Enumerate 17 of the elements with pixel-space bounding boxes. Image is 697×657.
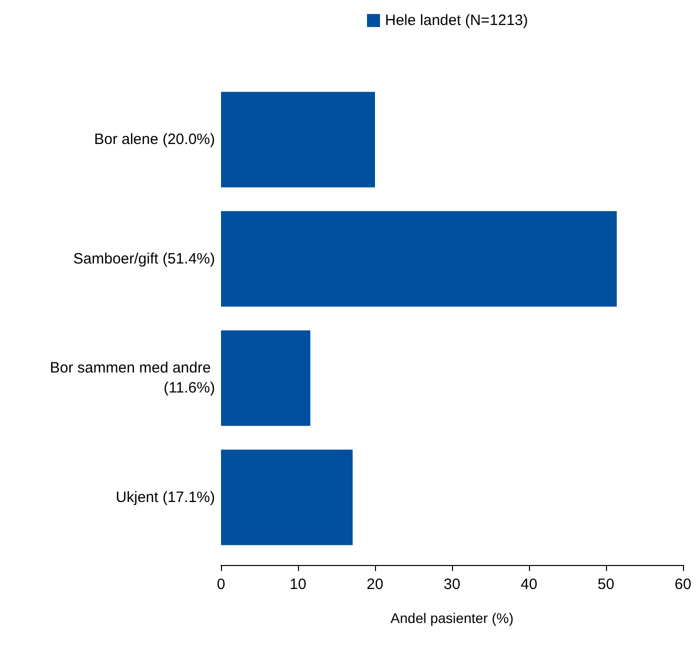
- x-tick-label: 20: [366, 576, 384, 593]
- bar: [221, 330, 310, 426]
- bar: [221, 92, 375, 188]
- x-tick-label: 30: [444, 576, 460, 593]
- y-tick-label: Ukjent (17.1%): [116, 488, 215, 506]
- y-tick-label: Bor sammen med andre (11.6%): [50, 360, 215, 397]
- y-tick-label: Bor alene (20.0%): [94, 131, 215, 148]
- x-tick-label: 10: [290, 576, 306, 593]
- legend-label: Hele landet (N=1213): [385, 12, 528, 29]
- x-axis-title: Andel pasienter (%): [390, 610, 514, 626]
- x-tick-label: 0: [216, 576, 226, 593]
- x-tick-label: 40: [520, 576, 538, 593]
- x-tick-label: 50: [598, 576, 614, 593]
- y-tick-label: Samboer/gift (51.4%): [73, 250, 215, 268]
- bar: [221, 450, 353, 546]
- bar: [221, 211, 617, 307]
- x-tick-label: 60: [674, 576, 692, 593]
